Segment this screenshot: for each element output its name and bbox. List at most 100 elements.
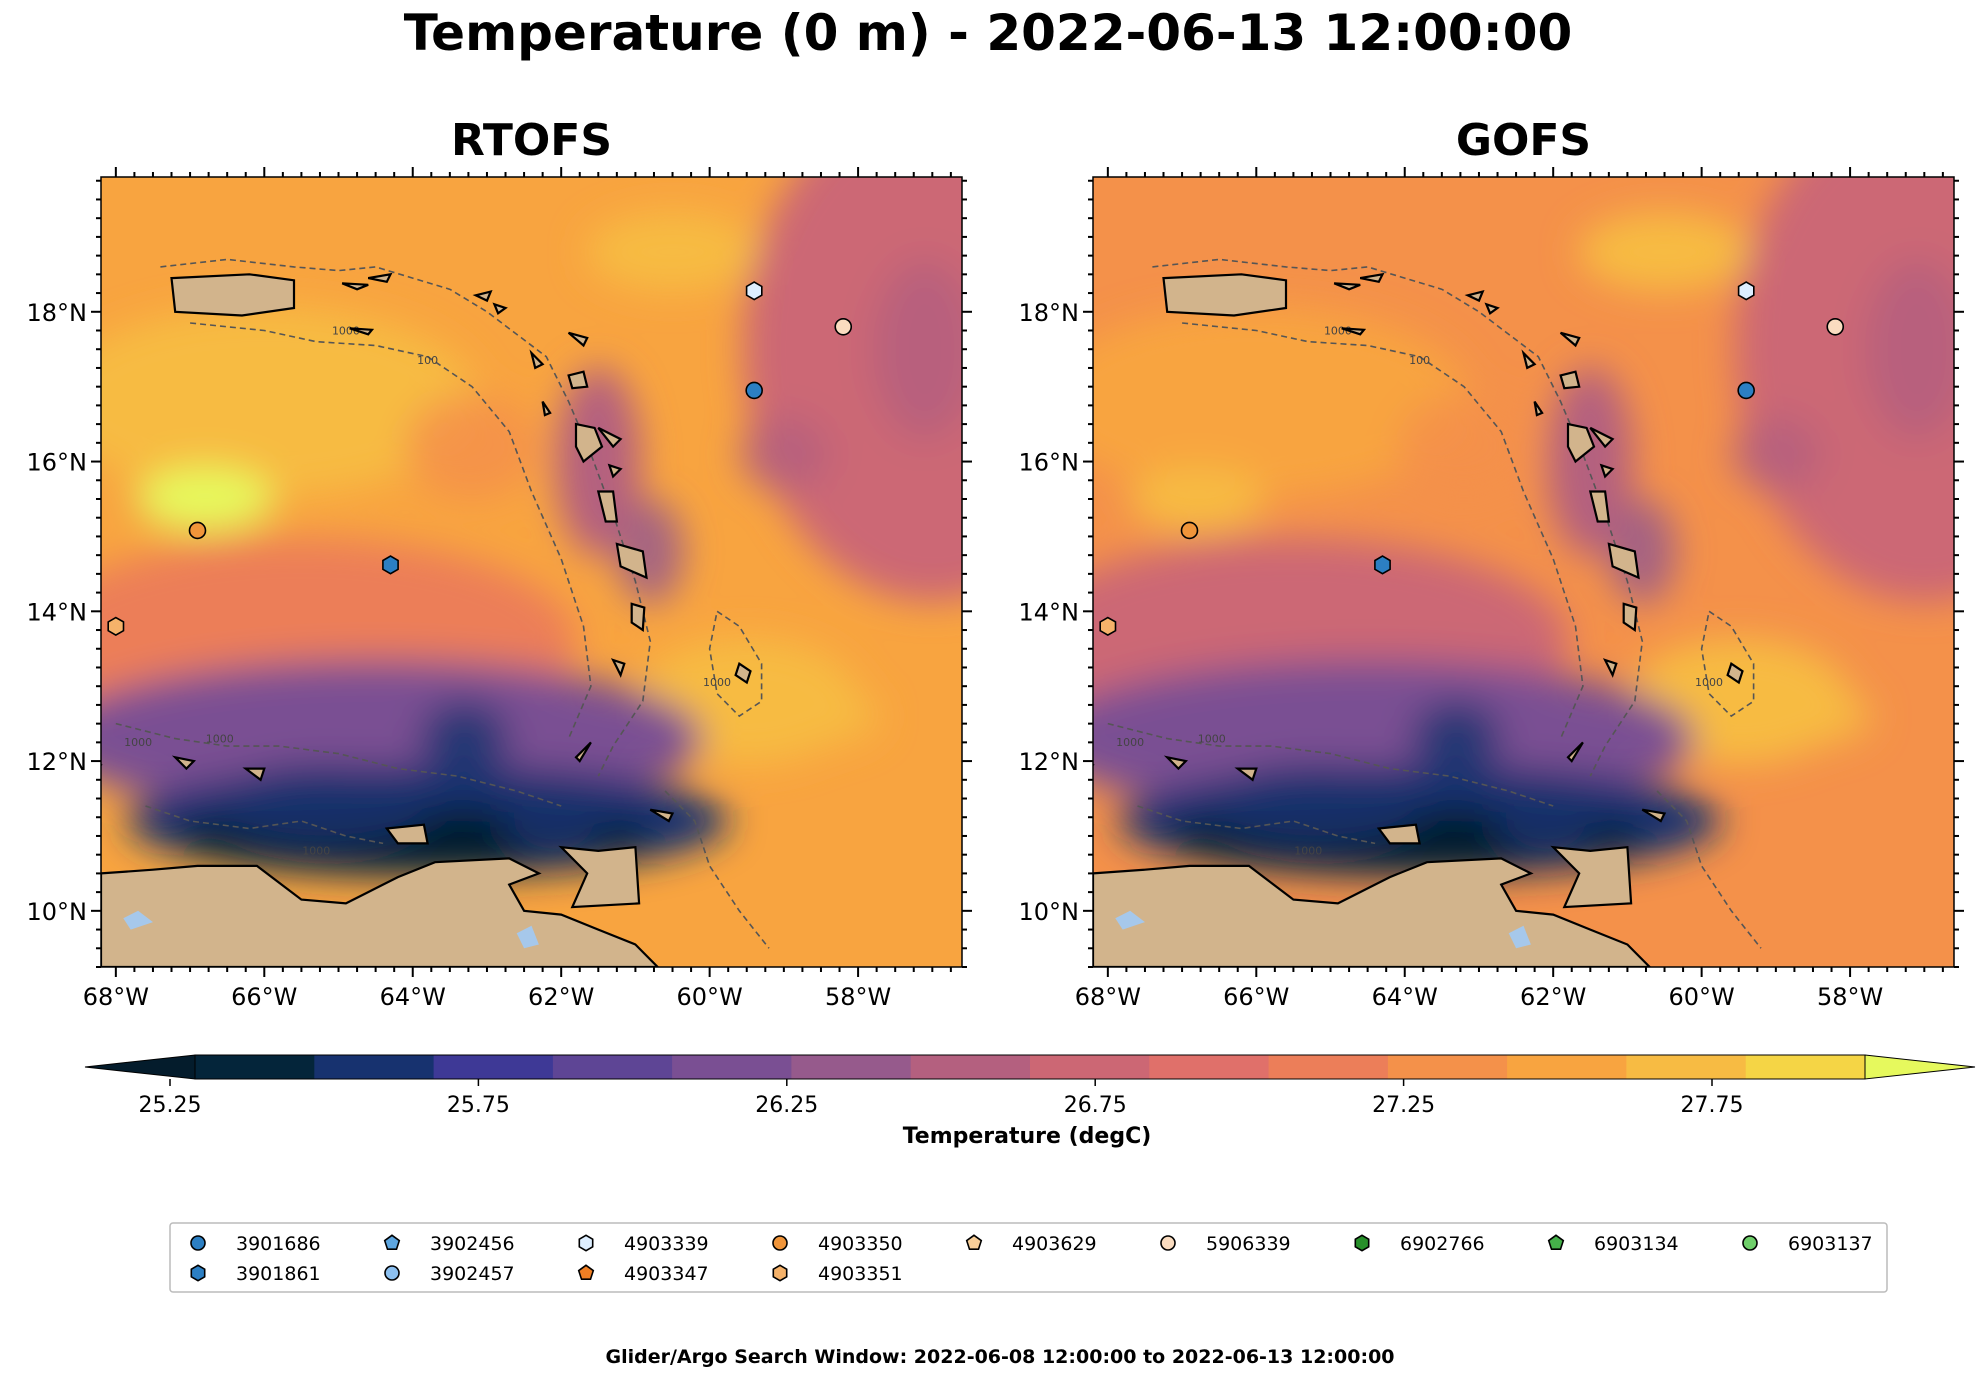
island xyxy=(529,349,545,370)
south-america-coast xyxy=(101,857,660,967)
isobath-label: 1000 xyxy=(302,845,330,858)
colorbar-tick-label: 25.75 xyxy=(447,1093,510,1118)
y-tick-label: 12°N xyxy=(27,748,88,776)
legend-label: 4903629 xyxy=(1012,1233,1097,1255)
y-tick-label: 18°N xyxy=(1019,299,1080,327)
island xyxy=(1566,422,1596,464)
isobath-label: 1000 xyxy=(124,736,152,749)
y-tick-label: 14°N xyxy=(1019,598,1080,626)
colorbar-segment xyxy=(314,1055,435,1079)
legend-label: 3901861 xyxy=(236,1263,321,1285)
island xyxy=(1376,823,1421,845)
isobath-label: 1000 xyxy=(1116,736,1144,749)
island xyxy=(541,400,552,417)
island xyxy=(610,658,626,678)
sst-eddy xyxy=(746,686,881,747)
sst-eddy xyxy=(616,498,684,604)
sst-eddy xyxy=(1738,686,1873,747)
island xyxy=(1333,282,1361,291)
legend-marker-5906339 xyxy=(1160,1235,1176,1251)
isobath-label: 1000 xyxy=(1695,676,1723,689)
sst-eddy xyxy=(1412,701,1502,777)
colorbar-segment xyxy=(910,1055,1031,1079)
legend-label: 4903350 xyxy=(818,1233,903,1255)
sst-eddy xyxy=(872,259,962,440)
x-tick-label: 62°W xyxy=(1520,983,1586,1011)
island xyxy=(630,602,646,632)
figure-title: Temperature (0 m) - 2022-06-13 12:00:00 xyxy=(404,4,1573,62)
colorbar-tick-label: 26.75 xyxy=(1064,1093,1127,1118)
y-tick-label: 18°N xyxy=(27,299,88,327)
legend-marker-6902766 xyxy=(1354,1234,1370,1252)
x-tick-label: 58°W xyxy=(1817,983,1883,1011)
legend-marker-6903134 xyxy=(1547,1234,1565,1250)
isobath-line xyxy=(190,322,592,739)
island xyxy=(367,272,393,284)
island xyxy=(1359,272,1385,284)
colorbar-label: Temperature (degC) xyxy=(903,1124,1152,1149)
sst-central-warm xyxy=(1093,306,1472,497)
legend-label: 4903351 xyxy=(818,1263,903,1285)
legend-marker-4903629 xyxy=(965,1234,983,1250)
x-tick-label: 66°W xyxy=(1223,983,1289,1011)
sst-central-warm xyxy=(101,306,480,497)
colorbar-segment xyxy=(1387,1055,1508,1079)
colorbar-under-arrow xyxy=(84,1054,196,1080)
isobath-label: 100 xyxy=(1409,354,1430,367)
float-marker-4903339 xyxy=(1737,281,1755,301)
lake xyxy=(1508,925,1531,949)
island xyxy=(607,463,623,479)
bathymetry-contours xyxy=(115,258,770,949)
legend-marker-3902456 xyxy=(383,1234,401,1250)
sst-eddy xyxy=(420,701,510,777)
sst-warm-patch xyxy=(136,467,274,531)
map-title: RTOFS xyxy=(451,115,612,166)
colorbar-tick-label: 27.75 xyxy=(1681,1093,1744,1118)
colorbar-segment xyxy=(1149,1055,1270,1079)
float-marker-3901686 xyxy=(1737,381,1755,400)
sst-gradients xyxy=(1093,177,1954,877)
island xyxy=(567,331,589,348)
y-tick-label: 10°N xyxy=(1019,898,1080,926)
isobath-line xyxy=(1137,805,1376,845)
island xyxy=(1599,463,1615,479)
x-tick-label: 68°W xyxy=(83,983,149,1011)
isobath-line xyxy=(160,258,652,777)
sst-eddy xyxy=(501,783,606,859)
isobath-line xyxy=(115,722,562,807)
colorbar-segment xyxy=(1745,1055,1866,1079)
island xyxy=(1093,763,1095,767)
float-marker-4903350 xyxy=(1180,521,1199,540)
colorbar-tick-label: 26.25 xyxy=(755,1093,818,1118)
island xyxy=(1566,741,1584,763)
legend-marker-3901861 xyxy=(190,1264,206,1282)
legend-box xyxy=(169,1222,1888,1293)
float-marker-5906339 xyxy=(834,317,853,336)
float-marker-3901686 xyxy=(745,381,763,400)
x-tick-label: 62°W xyxy=(528,983,594,1011)
y-tick-label: 14°N xyxy=(27,598,88,626)
legend-label: 6903137 xyxy=(1788,1233,1873,1255)
island xyxy=(472,290,493,303)
colorbar-segment xyxy=(195,1055,315,1079)
legend-label: 5906339 xyxy=(1206,1233,1291,1255)
colorbar-segment xyxy=(1268,1055,1389,1079)
sst-eddy xyxy=(1493,783,1598,859)
float-marker-4903351-west xyxy=(107,616,125,637)
bathymetry-contours xyxy=(1107,258,1762,949)
float-marker-3901861 xyxy=(1374,555,1391,575)
island xyxy=(1162,273,1288,317)
y-tick-label: 16°N xyxy=(1019,449,1080,477)
island xyxy=(1464,290,1485,303)
float-marker-4903339 xyxy=(745,281,763,301)
island xyxy=(1533,400,1544,417)
island xyxy=(734,661,752,685)
legend-marker-4903350 xyxy=(772,1235,788,1251)
x-tick-label: 60°W xyxy=(676,983,742,1011)
x-tick-label: 66°W xyxy=(231,983,297,1011)
legend-marker-6903137 xyxy=(1742,1235,1758,1251)
land xyxy=(101,272,752,967)
isobath-line xyxy=(708,610,763,718)
colorbar-over-arrow xyxy=(1864,1054,1976,1080)
